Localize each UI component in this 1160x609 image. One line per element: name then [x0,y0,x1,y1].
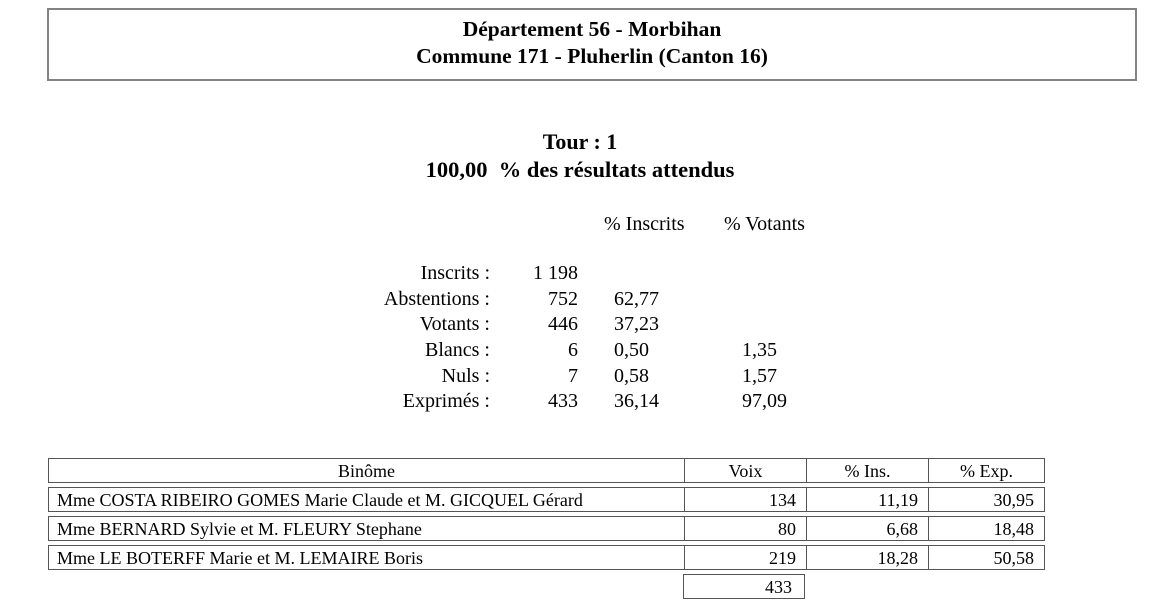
participation-stats: Inscrits : 1 198 Abstentions : 752 62,77… [0,261,787,415]
participation-pct-votants: 97,09 [742,390,787,413]
total-row-empty-exp [927,574,1045,599]
pct-ins-value: 11,19 [806,488,928,511]
pct-ins-value: 18,28 [806,546,928,569]
participation-label: Inscrits : [420,262,490,284]
results-table-row: Mme LE BOTERFF Marie et M. LEMAIRE Boris… [48,545,1045,570]
participation-count: 1 198 [533,262,578,284]
binome-name: Mme LE BOTERFF Marie et M. LEMAIRE Boris [57,547,423,568]
participation-label: Exprimés : [402,390,490,413]
pct-ins-column-header: % Ins. [806,459,928,482]
commune-title: Commune 171 - Pluherlin (Canton 16) [416,44,768,68]
participation-count: 6 [568,339,578,362]
participation-pct-inscrits: 0,50 [614,339,649,362]
participation-row: Inscrits : 1 198 [0,261,787,287]
participation-label: Blancs : [425,339,490,362]
pct-exp-value: 30,95 [928,488,1044,511]
voix-column-header: Voix [684,459,806,482]
total-row-empty-ins [805,574,927,599]
participation-count: 752 [548,287,578,310]
voix-value: 134 [684,488,806,511]
participation-column-headers: % Inscrits % Votants [604,212,805,236]
voix-value: 80 [684,517,806,540]
pct-inscrits-column-header: % Inscrits [604,213,685,235]
participation-pct-inscrits: 37,23 [614,313,659,336]
results-progress-subtitle: 100,00 % des résultats attendus [425,157,735,182]
binome-name: Mme COSTA RIBEIRO GOMES Marie Claude et … [57,489,583,510]
pct-exp-value: 50,58 [928,546,1044,569]
pct-votants-column-header: % Votants [724,213,805,235]
participation-label: Votants : [419,313,490,336]
participation-pct-votants: 1,57 [742,364,777,387]
results-table-row: Mme COSTA RIBEIRO GOMES Marie Claude et … [48,487,1045,512]
participation-row: Abstentions : 752 62,77 [0,287,787,313]
participation-pct-inscrits: 62,77 [614,287,659,310]
participation-row: Exprimés : 433 36,14 97,09 [0,389,787,415]
department-commune-header: Département 56 - Morbihan Commune 171 - … [47,8,1137,81]
results-table-row: Mme BERNARD Sylvie et M. FLEURY Stephane… [48,516,1045,541]
participation-row: Votants : 446 37,23 [0,312,787,338]
participation-label: Nuls : [441,364,490,387]
participation-count: 7 [568,364,578,387]
pct-ins-value: 6,68 [806,517,928,540]
total-row-spacer [48,574,683,599]
pct-exp-value: 18,48 [928,517,1044,540]
participation-pct-inscrits: 0,58 [614,364,649,387]
pct-exp-column-header: % Exp. [928,459,1044,482]
binome-name: Mme BERNARD Sylvie et M. FLEURY Stephane [57,518,422,539]
results-table-body: Mme COSTA RIBEIRO GOMES Marie Claude et … [48,487,1045,570]
participation-pct-inscrits: 36,14 [614,390,659,413]
participation-count: 446 [548,313,578,336]
participation-count: 433 [548,390,578,413]
participation-row: Blancs : 6 0,50 1,35 [0,338,787,364]
tour-title: Tour : 1 [542,129,618,154]
tour-block: Tour : 1 100,00 % des résultats attendus [0,128,1160,184]
binome-column-header: Binôme [338,460,395,481]
participation-pct-votants: 1,35 [742,339,777,362]
department-title: Département 56 - Morbihan [462,17,722,41]
results-total-row: 433 [48,574,1045,599]
total-voix-value: 433 [683,574,805,599]
participation-label: Abstentions : [383,287,490,310]
voix-value: 219 [684,546,806,569]
participation-row: Nuls : 7 0,58 1,57 [0,364,787,390]
results-table: Binôme Voix % Ins. % Exp. Mme COSTA RIBE… [48,458,1045,603]
results-table-header-row: Binôme Voix % Ins. % Exp. [48,458,1045,483]
